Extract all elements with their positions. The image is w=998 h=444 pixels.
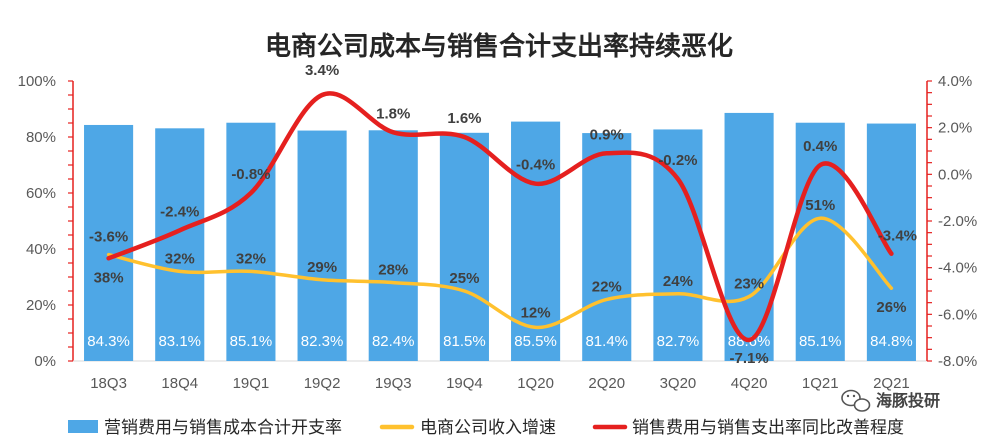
left-axis-tick-label: 100% [18,73,56,90]
expense-improvement-label: -0.2% [658,152,697,169]
revenue-growth-label: 32% [236,250,266,267]
revenue-growth-label: 38% [94,270,124,287]
expense-improvement-series: -3.6% -2.4% -0.8% 3.4% 1.8% 1.6% -0.4% 0.9% -0.2… [89,62,917,367]
expense-improvement-label: 0.4% [803,138,837,155]
expense-improvement-line [106,91,894,343]
right-axis-tick-label: -6.0% [938,306,977,323]
bar [439,132,489,361]
left-axis-tick-label: 80% [26,129,56,146]
expense-improvement-label: -3.4% [878,228,917,245]
legend-swatch-bar [68,420,98,433]
x-axis-tick-label: 19Q3 [375,375,412,392]
x-axis-tick-label: 19Q1 [233,375,270,392]
bar [795,122,845,361]
revenue-growth-label: 29% [307,259,337,276]
revenue-growth-label: 32% [165,250,195,267]
revenue-growth-label: 12% [521,304,551,321]
revenue-growth-series: 38% 32% 32% 29% 28% 25% 12% 22% 24% 23% 51% 26% [94,197,906,330]
left-axis-tick-label: 20% [26,297,56,314]
revenue-growth-label: 23% [734,276,764,293]
bar [155,128,205,361]
left-axis: 0% 20% 40% 60% 80% 100% [18,73,927,370]
x-axis-tick-label: 1Q20 [517,375,554,392]
bar-labels: 84.3% 83.1% 85.1% 82.3% 82.4% 81.5% 85.5% 81.4%… [87,333,912,350]
right-axis-tick-label: 0.0% [938,166,972,183]
expense-improvement-label: -0.4% [516,157,555,174]
x-axis-tick-label: 18Q3 [90,375,127,392]
bar-data-label: 84.8% [870,333,913,350]
expense-improvement-label: 1.8% [376,105,410,122]
left-axis-tick-label: 60% [26,185,56,202]
x-axis-tick-label: 3Q20 [660,375,697,392]
x-axis-tick-label: 2Q20 [588,375,625,392]
left-axis-tick-label: 40% [26,241,56,258]
legend-label-yellow-line: 电商公司收入增速 [420,418,556,438]
chart-title: 电商公司成本与销售合计支出率持续恶化 [265,31,733,62]
x-axis-tick-label: 19Q4 [446,375,483,392]
bar [84,124,134,362]
expense-improvement-label: 3.4% [305,62,339,79]
revenue-growth-label: 26% [876,299,906,316]
bar-data-label: 85.5% [514,333,557,350]
revenue-growth-line [106,216,894,330]
expense-improvement-label: -0.8% [231,166,270,183]
bar-data-label: 81.5% [443,333,486,350]
x-axis-tick-label: 2Q21 [873,375,910,392]
bar [653,129,703,361]
bar-data-label: 81.4% [585,333,628,350]
watermark: 海豚投研 [841,389,940,412]
left-axis-tick-label: 0% [34,353,56,370]
bar [297,130,347,361]
revenue-growth-label: 51% [805,197,835,214]
bar [368,130,418,361]
right-axis: -8.0% -6.0% -4.0% -2.0% 0.0% 2.0% 4.0% [926,73,977,370]
bar-data-label: 82.3% [301,333,344,350]
legend-label-bar: 营销费用与销售成本合计开支率 [104,418,342,438]
legend: 营销费用与销售成本合计开支率 电商公司收入增速 销售费用与销售支出率同比改善程度 [68,418,904,438]
revenue-growth-label: 22% [592,278,622,295]
bar-data-label: 84.3% [87,333,130,350]
x-axis-ticks: 18Q3 18Q4 19Q1 19Q2 19Q3 19Q4 1Q20 2Q20 3Q20 4Q20… [90,375,910,392]
expense-improvement-label: 1.6% [447,110,481,127]
bar-data-label: 82.7% [657,333,700,350]
bar-data-label: 85.1% [230,333,273,350]
bar-data-label: 85.1% [799,333,842,350]
right-axis-tick-label: -8.0% [938,353,977,370]
x-axis-tick-label: 19Q2 [304,375,341,392]
watermark-text: 海豚投研 [876,391,940,410]
bar [226,122,276,361]
right-axis-tick-label: -4.0% [938,260,977,277]
bar [866,123,916,361]
bar-series [84,112,916,362]
expense-improvement-label: 0.9% [590,126,624,143]
x-axis-tick-label: 18Q4 [161,375,198,392]
legend-label-red-line: 销售费用与销售支出率同比改善程度 [632,418,904,438]
right-axis-tick-label: 2.0% [938,120,972,137]
right-axis-tick-label: 4.0% [938,73,972,90]
revenue-growth-label: 25% [449,270,479,287]
bar-data-label: 82.4% [372,333,415,350]
wechat-icon [841,389,871,412]
x-axis-tick-label: 4Q20 [731,375,768,392]
bar-data-label: 83.1% [158,333,201,350]
right-axis-tick-label: -2.0% [938,213,977,230]
revenue-growth-label: 24% [663,273,693,290]
expense-improvement-label: -2.4% [160,203,199,220]
expense-improvement-label: -3.6% [89,228,128,245]
expense-improvement-label: -7.1% [729,350,768,367]
x-axis-tick-label: 1Q21 [802,375,839,392]
revenue-growth-label: 28% [378,262,408,279]
bar [582,133,632,361]
